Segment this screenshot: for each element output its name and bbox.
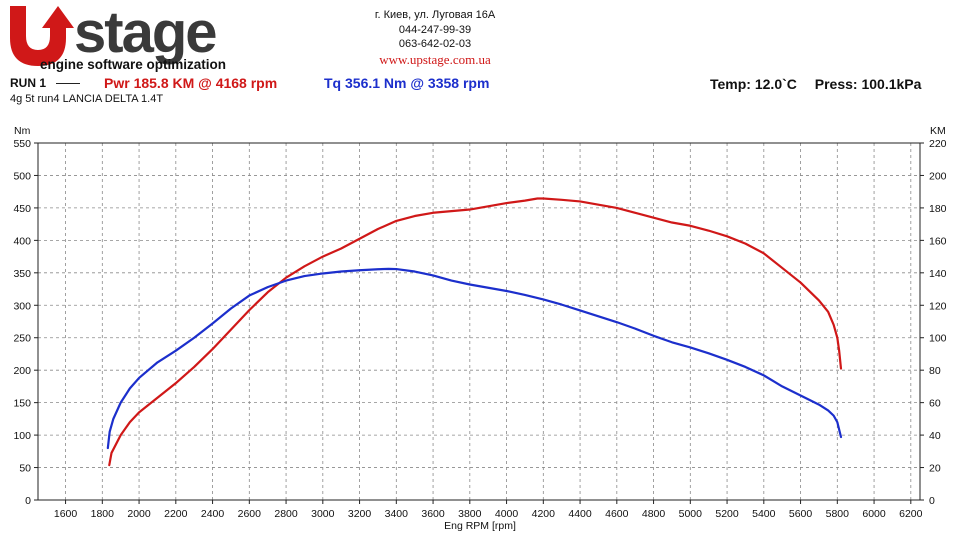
- x-tick-label: 2200: [164, 508, 188, 520]
- x-tick-label: 4000: [495, 508, 519, 520]
- y-tick-label-left: 0: [25, 495, 31, 507]
- y-tick-label-right: 180: [929, 203, 947, 215]
- x-tick-label: 2000: [127, 508, 151, 520]
- press-readout: Press: 100.1kPa: [814, 76, 922, 92]
- y-tick-label-left: 400: [13, 235, 31, 247]
- logo-u-shape: [10, 6, 74, 66]
- y-tick-label-right: 0: [929, 495, 935, 507]
- tick-layer: 1600 1800 2000 2200 2400 2600 2800 3000 3200 3400…: [13, 138, 946, 520]
- run-subtitle: 4g 5t run4 LANCIA DELTA 1.4T: [10, 93, 164, 105]
- y-tick-label-left: 50: [19, 463, 31, 475]
- y-tick-label-left: 250: [13, 333, 31, 345]
- x-tick-label: 5000: [679, 508, 703, 520]
- series-line-tq: [106, 267, 843, 450]
- series-line-pwr: [108, 197, 843, 467]
- y-tick-label-right: 160: [929, 235, 947, 247]
- x-tick-label: 3800: [458, 508, 482, 520]
- y-tick-label-left: 150: [13, 398, 31, 410]
- power-summary: Pwr 185.8 KM @ 4168 rpm: [104, 75, 278, 91]
- x-tick-label: 4800: [642, 508, 666, 520]
- y-tick-label-right: 200: [929, 170, 947, 182]
- x-tick-label: 3200: [348, 508, 372, 520]
- grid-layer: [38, 142, 920, 500]
- plot-frame: [37, 142, 921, 501]
- y-tick-label-right: 120: [929, 300, 947, 312]
- x-tick-label: 2400: [201, 508, 225, 520]
- x-tick-label: 1800: [91, 508, 115, 520]
- address-text: г. Киев, ул. Луговая 16А: [374, 9, 496, 21]
- y-tick-label-right: 60: [929, 398, 941, 410]
- x-tick-label: 4200: [532, 508, 556, 520]
- run-label: RUN 1: [10, 76, 47, 90]
- y-tick-label-left: 500: [13, 170, 31, 182]
- run-label-row: RUN 1: [10, 76, 81, 90]
- x-tick-label: 3600: [421, 508, 445, 520]
- torque-summary: Tq 356.1 Nm @ 3358 rpm: [324, 75, 490, 91]
- logo-tagline: engine software optimization: [40, 57, 226, 72]
- x-tick-label: 3000: [311, 508, 335, 520]
- y-tick-label-right: 20: [929, 463, 941, 475]
- temp-readout: Temp: 12.0`C: [710, 76, 797, 92]
- x-tick-label: 4400: [568, 508, 592, 520]
- x-axis-label: Eng RPM [rpm]: [444, 520, 516, 532]
- frame-layer: [37, 142, 921, 501]
- x-tick-label: 5800: [826, 508, 850, 520]
- y-tick-label-left: 450: [13, 203, 31, 215]
- logo-text-stage: stage: [74, 2, 216, 65]
- phone-1: 044-247-99-39: [398, 23, 472, 36]
- y-tick-label-left: 550: [13, 138, 31, 150]
- x-tick-label: 2600: [238, 508, 262, 520]
- y-tick-label-right: 220: [929, 138, 947, 150]
- run-legend-line: [56, 82, 81, 84]
- series-layer: [106, 197, 843, 467]
- x-tick-label: 6000: [862, 508, 886, 520]
- phone-2: 063-642-02-03: [398, 38, 472, 50]
- x-tick-label: 4600: [605, 508, 629, 520]
- y-tick-label-left: 100: [13, 430, 31, 442]
- x-tick-label: 1600: [54, 508, 78, 520]
- x-tick-label: 5600: [789, 508, 813, 520]
- x-tick-label: 6200: [899, 508, 923, 520]
- x-tick-label: 3400: [385, 508, 409, 520]
- y-tick-label-right: 40: [929, 430, 941, 442]
- conditions: Temp: 12.0`C Press: 100.1kPa: [710, 76, 935, 92]
- y-tick-label-left: 200: [13, 365, 31, 377]
- x-tick-label: 2800: [274, 508, 298, 520]
- y-axis-label-right: KM: [930, 125, 946, 137]
- y-tick-label-right: 80: [929, 365, 941, 377]
- y-tick-label-left: 350: [13, 268, 31, 280]
- y-tick-label-left: 300: [13, 300, 31, 312]
- upstage-logo: stage engine software optimization: [10, 2, 226, 72]
- y-axis-label-left: Nm: [14, 125, 31, 137]
- x-tick-label: 5400: [752, 508, 776, 520]
- y-tick-label-right: 140: [929, 268, 947, 280]
- contact-block: г. Киев, ул. Луговая 16А 044-247-99-39 0…: [320, 8, 550, 67]
- x-tick-label: 5200: [715, 508, 739, 520]
- y-tick-label-right: 100: [929, 333, 947, 345]
- website-link[interactable]: www.upstage.com.ua: [379, 51, 491, 67]
